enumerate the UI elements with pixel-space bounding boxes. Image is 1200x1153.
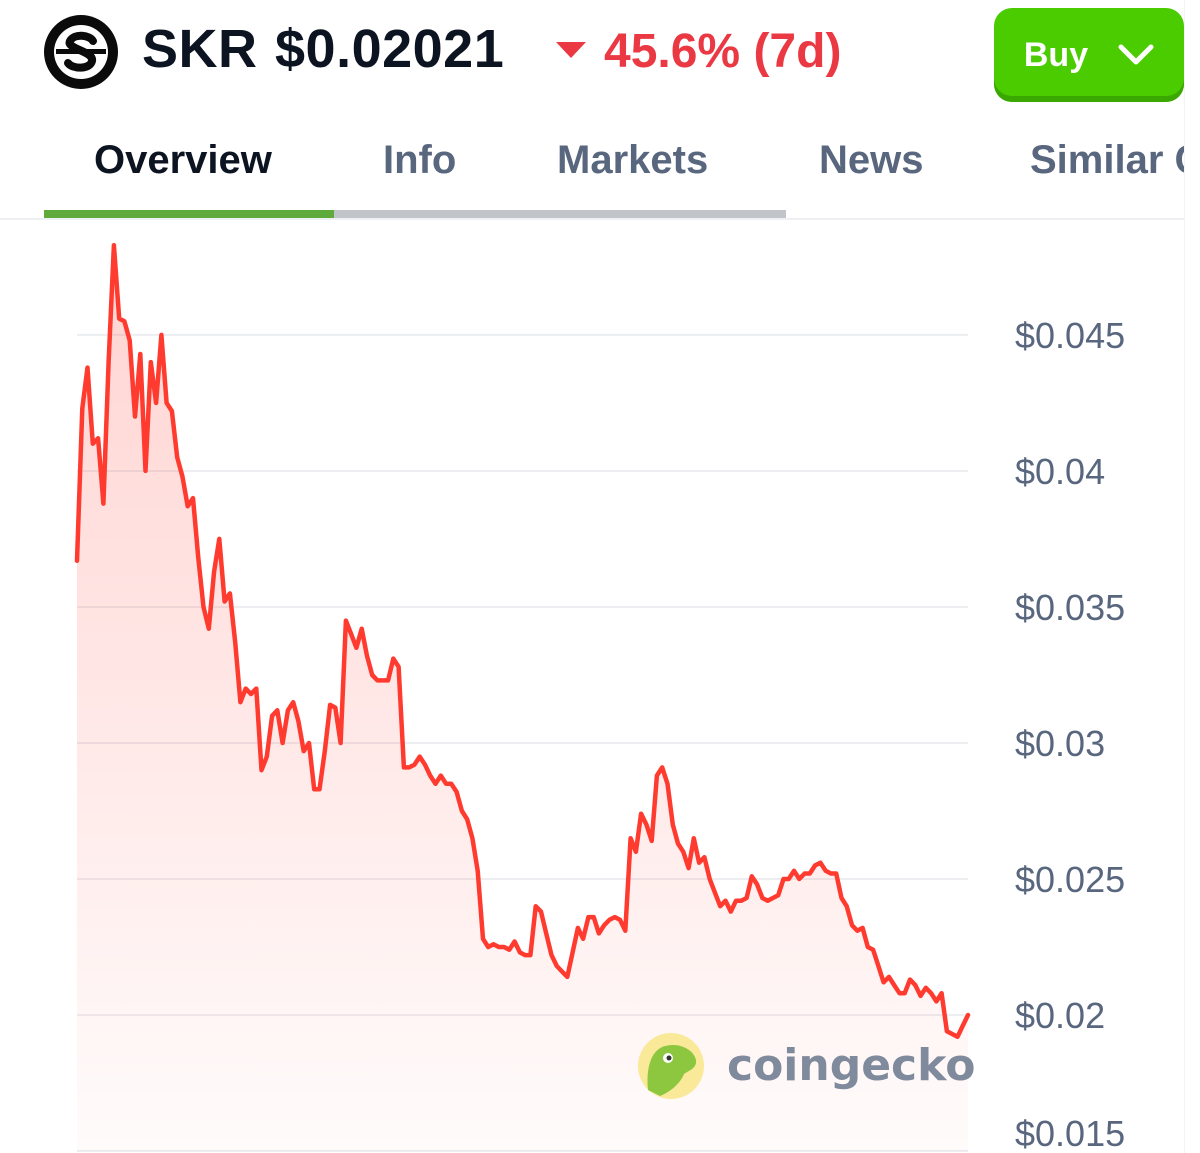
y-tick-label: $0.04 — [1015, 451, 1105, 492]
chevron-down-icon — [1118, 36, 1154, 75]
tab-news[interactable]: News — [819, 138, 924, 182]
page-scrollbar[interactable] — [1184, 0, 1200, 1153]
y-tick-label: $0.03 — [1015, 723, 1105, 764]
price-area-fill — [77, 245, 968, 1151]
tab-similar-coins[interactable]: Similar Coins — [1030, 138, 1184, 182]
coingecko-wordmark: coingecko — [727, 1040, 975, 1091]
y-tick-label: $0.025 — [1015, 859, 1125, 900]
tab-info[interactable]: Info — [383, 138, 457, 182]
tab-markets[interactable]: Markets — [557, 138, 709, 182]
y-tick-label: $0.035 — [1015, 587, 1125, 628]
tab-overview[interactable]: Overview — [94, 138, 272, 182]
y-tick-label: $0.015 — [1015, 1113, 1125, 1153]
price-series-line — [74, 242, 971, 1040]
buy-button-label: Buy — [1023, 35, 1089, 74]
s-letter-logo-icon — [44, 15, 118, 89]
price-change: 45.6% (7d) — [556, 24, 841, 79]
coin-header: SKR $0.02021 45.6% (7d) Buy — [0, 0, 1200, 110]
coin-price: $0.02021 — [275, 19, 505, 79]
tab-scroll-track[interactable] — [44, 210, 786, 220]
coin-symbol: SKR — [142, 19, 258, 79]
tab-divider — [0, 218, 1184, 220]
y-tick-label: $0.02 — [1015, 995, 1105, 1036]
y-tick-label: $0.045 — [1015, 315, 1125, 356]
caret-down-icon — [556, 42, 586, 59]
buy-button[interactable]: Buy — [994, 8, 1184, 102]
tab-bar: Overview Info Markets News Similar Coins — [0, 120, 1200, 222]
coingecko-watermark: coingecko — [638, 1033, 975, 1099]
price-change-value: 45.6% (7d) — [604, 25, 842, 78]
tab-active-indicator — [44, 210, 334, 220]
